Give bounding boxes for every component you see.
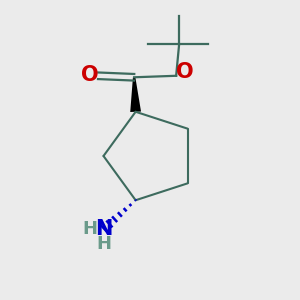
Text: N: N bbox=[95, 219, 113, 239]
Text: O: O bbox=[176, 62, 193, 82]
Text: H: H bbox=[97, 235, 112, 253]
Text: O: O bbox=[81, 65, 98, 85]
Polygon shape bbox=[130, 77, 141, 112]
Text: H: H bbox=[82, 220, 97, 238]
